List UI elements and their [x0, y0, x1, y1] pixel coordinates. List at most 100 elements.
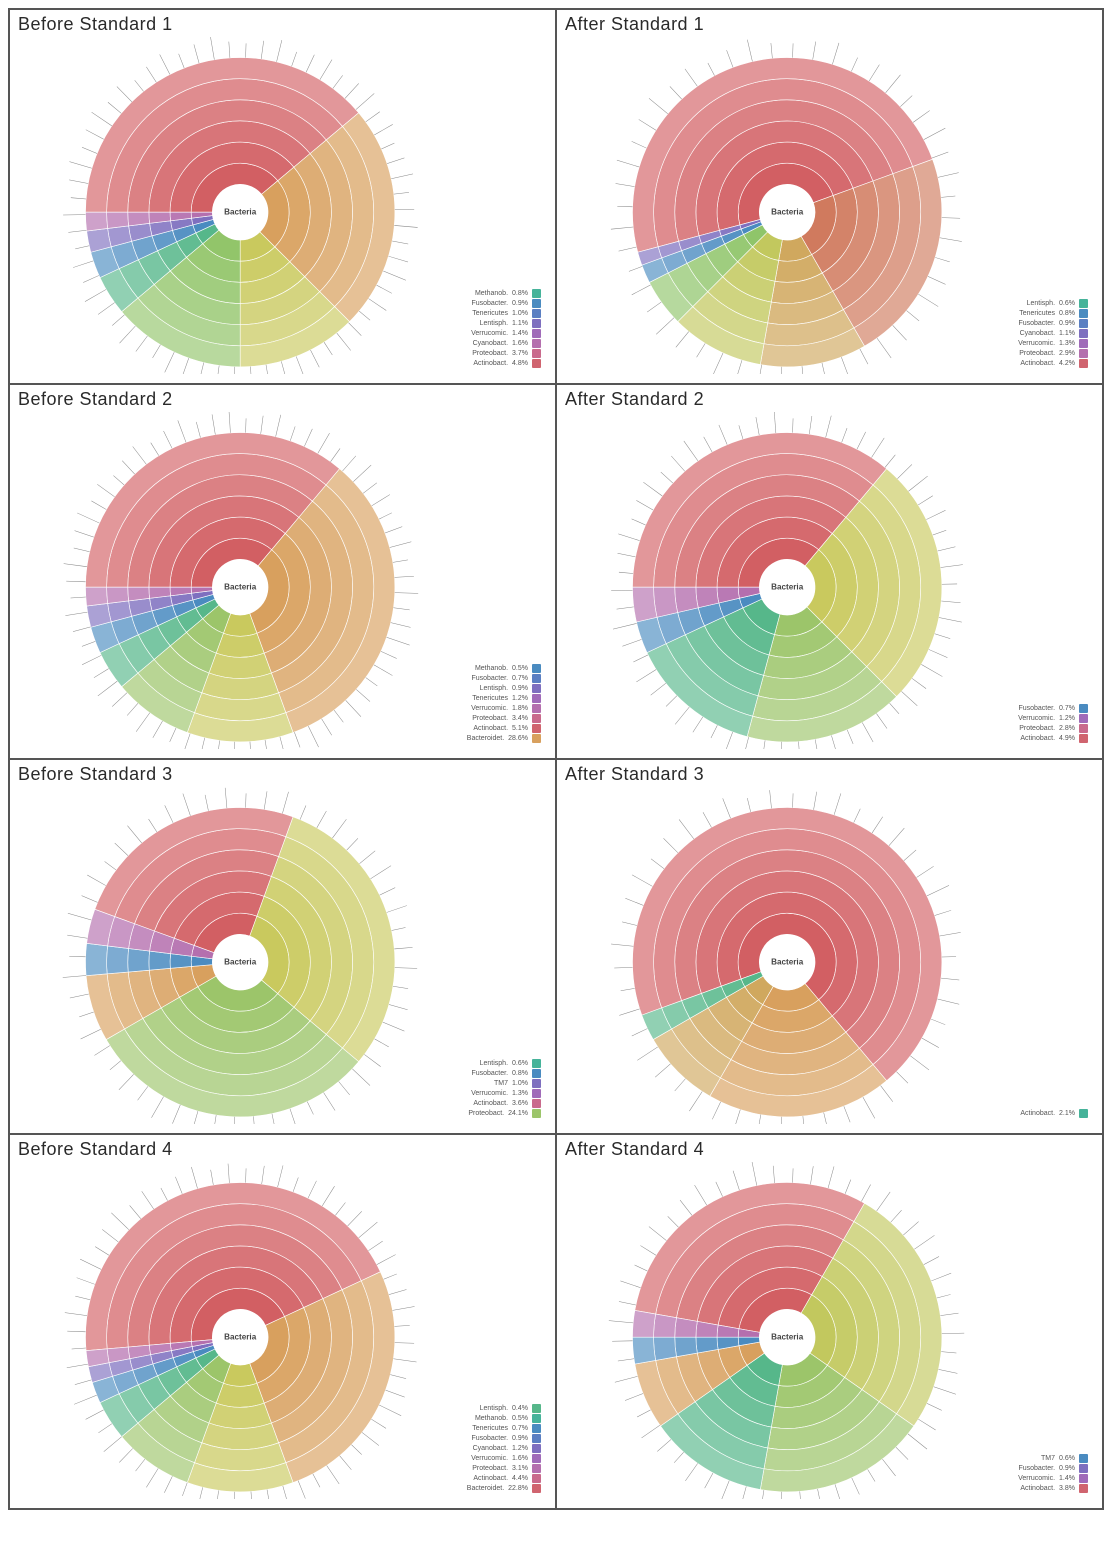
legend-label: Cyanobact.	[473, 340, 508, 347]
comparison-grid: Before Standard 1BacteriaMethanob.0.8%Fu…	[8, 8, 1104, 1510]
legend-value: 1.3%	[1059, 340, 1075, 347]
legend-swatch	[532, 1424, 541, 1433]
legend-row: Fusobacter.0.7%	[467, 674, 541, 683]
legend-row: Lentisph.0.6%	[1018, 299, 1088, 308]
legend-value: 2.8%	[1059, 725, 1075, 732]
legend-swatch	[532, 1089, 541, 1098]
legend-row: Lentisph. 1.1%	[471, 319, 541, 328]
legend-value: 3.4%	[512, 715, 528, 722]
legend-label: Fusobacter.	[471, 675, 508, 682]
legend-swatch	[532, 664, 541, 673]
legend-swatch	[1079, 1464, 1088, 1473]
legend-value: 1.0%	[512, 1080, 528, 1087]
legend: Lentisph.0.4%Methanob.0.5%Tenericutes0.7…	[467, 1403, 541, 1493]
sunburst-segment	[216, 633, 264, 657]
legend-row: Cyanobact.1.1%	[1018, 329, 1088, 338]
sunburst-chart: Bacteria	[565, 787, 1094, 1124]
legend-swatch	[532, 684, 541, 693]
sunburst-segment	[654, 587, 678, 617]
legend-row: Verrucomic. 1.8%	[467, 704, 541, 713]
legend-swatch	[532, 724, 541, 733]
legend-label: Actinobact.	[473, 725, 508, 732]
legend-label: Lentisph.	[480, 320, 508, 327]
legend-swatch	[1079, 339, 1088, 348]
legend-row: Fusobacter.0.9%	[467, 1434, 541, 1443]
legend-swatch	[1079, 714, 1088, 723]
legend-row: Proteobact. 3.7%	[471, 349, 541, 358]
legend-value: 28.6%	[508, 735, 528, 742]
legend-row: Actinobact.4.8%	[471, 359, 541, 368]
legend-swatch	[532, 329, 541, 338]
legend-swatch	[1079, 734, 1088, 743]
legend-row: Fusobacter.0.8%	[468, 1069, 541, 1078]
legend-swatch	[1079, 319, 1088, 328]
sunburst-center-label: Bacteria	[771, 582, 804, 591]
legend-label: Proteobact.	[468, 1110, 504, 1117]
sunburst-segment	[128, 949, 150, 972]
legend-label: Actinobact.	[1020, 735, 1055, 742]
sunburst-wrap: Bacteria Methanob.0.5%Fusobacter.0.7%Lent…	[18, 412, 547, 749]
legend-label: Fusobacter.	[1018, 320, 1055, 327]
legend-label: Tenericutes	[472, 310, 508, 317]
legend-label: Methanob.	[475, 665, 508, 672]
legend-value: 4.4%	[512, 1475, 528, 1482]
legend-swatch	[532, 1109, 541, 1118]
legend-value: 1.1%	[512, 320, 528, 327]
cell-after-1: After Standard 1BacteriaLentisph.0.6%Ten…	[556, 9, 1103, 384]
legend-swatch	[532, 1059, 541, 1068]
legend-swatch	[532, 1464, 541, 1473]
legend-row: Verrucomic.1.6%	[467, 1454, 541, 1463]
legend-swatch	[1079, 299, 1088, 308]
legend-label: Proteobact.	[472, 350, 508, 357]
legend-value: 1.8%	[512, 705, 528, 712]
legend-label: Proteobact.	[1019, 350, 1055, 357]
legend-label: Verrucomic.	[471, 330, 508, 337]
legend-row: Tenericutes 0.7%	[467, 1424, 541, 1433]
legend-row: Bacteroidet.22.8%	[467, 1484, 541, 1493]
legend-value: 1.2%	[1059, 715, 1075, 722]
legend: Methanob.0.5%Fusobacter.0.7%Lentisph.0.9…	[467, 663, 541, 743]
sunburst-wrap: Bacteria Fusobacter.0.7%Verrucomic.1.2%Pr…	[565, 412, 1094, 749]
legend-row: Actinobact.4.2%	[1018, 359, 1088, 368]
sunburst-wrap: BacteriaTM70.6%Fusobacter.0.9%Verrucomic…	[565, 1162, 1094, 1499]
legend-label: Tenericutes	[472, 1425, 508, 1432]
sunburst-segment	[654, 1337, 677, 1360]
legend-value: 1.6%	[512, 340, 528, 347]
legend-value: 24.1%	[508, 1110, 528, 1117]
legend-row: Actinobact.3.8%	[1018, 1484, 1088, 1493]
legend-label: Verrucomic.	[471, 705, 508, 712]
legend-label: Cyanobact.	[473, 1445, 508, 1452]
legend-swatch	[1079, 329, 1088, 338]
legend-row: Actinobact.2.1%	[1020, 1109, 1088, 1118]
legend-row: Proteobact.3.1%	[467, 1464, 541, 1473]
legend-row: Lentisph.0.6%	[468, 1059, 541, 1068]
sunburst-center-label: Bacteria	[771, 207, 804, 216]
legend-swatch	[1079, 349, 1088, 358]
legend-swatch	[532, 704, 541, 713]
sunburst-segment	[216, 1383, 264, 1407]
legend-value: 1.1%	[1059, 330, 1075, 337]
legend-label: Fusobacter.	[471, 300, 508, 307]
legend-swatch	[532, 349, 541, 358]
sunburst-center-label: Bacteria	[224, 207, 257, 216]
sunburst-center-label: Bacteria	[224, 582, 257, 591]
legend-value: 0.8%	[1059, 310, 1075, 317]
legend-swatch	[1079, 1474, 1088, 1483]
legend-value: 0.7%	[512, 1425, 528, 1432]
legend-value: 0.6%	[1059, 300, 1075, 307]
legend-label: Tenericutes	[472, 695, 508, 702]
legend-label: Actinobact.	[1020, 360, 1055, 367]
legend-value: 0.7%	[1059, 705, 1075, 712]
legend-swatch	[532, 1069, 541, 1078]
legend-row: Proteobact.3.4%	[467, 714, 541, 723]
legend-value: 0.8%	[512, 1070, 528, 1077]
legend: Fusobacter.0.7%Verrucomic.1.2%Proteobact…	[1018, 703, 1088, 743]
legend-value: 0.9%	[1059, 320, 1075, 327]
legend-value: 0.6%	[1059, 1455, 1075, 1462]
legend-row: Cyanobact.1.2%	[467, 1444, 541, 1453]
legend-value: 3.7%	[512, 350, 528, 357]
legend-swatch	[1079, 359, 1088, 368]
legend-row: Fusobacter.0.7%	[1018, 704, 1088, 713]
legend-swatch	[532, 1434, 541, 1443]
legend-value: 3.6%	[512, 1100, 528, 1107]
